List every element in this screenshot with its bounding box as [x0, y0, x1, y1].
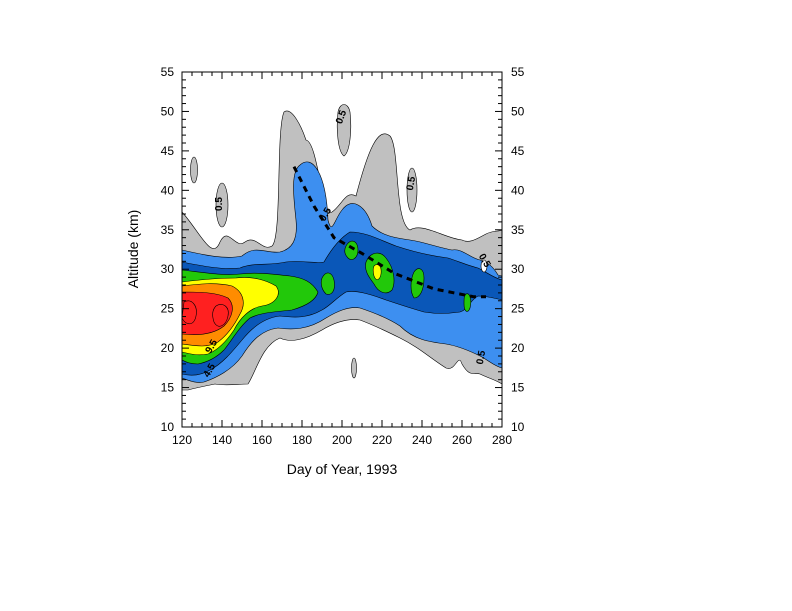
contour-blob-green-b	[344, 240, 359, 260]
y-tick-label: 40	[161, 183, 175, 197]
x-tick-label: 200	[332, 433, 352, 447]
contour-labels: 0.5 0.5 0.5 0.5 0.5 0.5 4.5 9.5	[202, 108, 493, 379]
y-tick-label-right: 25	[511, 302, 525, 316]
x-tick-label: 120	[172, 433, 192, 447]
contour-blob-red-b	[212, 304, 229, 327]
x-tick-label: 140	[212, 433, 232, 447]
y-tick-label-right: 10	[511, 420, 525, 434]
y-tick-label-right: 20	[511, 341, 525, 355]
y-tick-label-right: 45	[511, 144, 525, 158]
contour-speck-gray-b	[215, 182, 229, 228]
x-tick-label: 240	[412, 433, 432, 447]
x-tick-label: 180	[292, 433, 312, 447]
contour-blob-green-a	[320, 272, 335, 295]
y-tick-label: 15	[161, 381, 175, 395]
contour-blob-red-a	[182, 300, 197, 325]
contour-label: 0.5	[214, 197, 225, 211]
y-axis-label: Altitude (km)	[125, 210, 141, 289]
contour-label: 0.5	[405, 175, 418, 191]
x-tick-label: 280	[492, 433, 512, 447]
contour-speck-gray-a	[190, 156, 198, 184]
contour-blob-yellow	[372, 264, 382, 280]
x-tick-label: 160	[252, 433, 272, 447]
y-tick-label: 55	[161, 65, 175, 79]
y-tick-label: 45	[161, 144, 175, 158]
contour-level-dark-blue	[182, 231, 502, 376]
contour-fields	[182, 104, 502, 391]
x-axis-label: Day of Year, 1993	[287, 461, 398, 477]
contour-blob-green-e	[463, 293, 472, 312]
dashed-trend-line	[292, 166, 486, 299]
y-tick-label-right: 40	[511, 183, 525, 197]
y-tick-label-right: 15	[511, 381, 525, 395]
y-tick-label: 30	[161, 262, 175, 276]
contour-speck-gray-d	[406, 167, 418, 213]
contour-speck-gray-e	[351, 357, 357, 379]
y-tick-label-right: 35	[511, 223, 525, 237]
y-tick-label: 35	[161, 223, 175, 237]
y-tick-label: 50	[161, 104, 175, 118]
contour-label: 0.5	[475, 349, 488, 365]
y-tick-label-right: 55	[511, 65, 525, 79]
contour-speck-white	[480, 259, 488, 273]
contour-label: 0.5	[334, 108, 349, 125]
y-tick-label: 20	[161, 341, 175, 355]
y-tick-label: 10	[161, 420, 175, 434]
x-tick-label: 220	[372, 433, 392, 447]
y-tick-label: 25	[161, 302, 175, 316]
contour-speck-gray-c	[336, 104, 352, 157]
y-tick-label-right: 30	[511, 262, 525, 276]
y-tick-label-right: 50	[511, 104, 525, 118]
x-tick-label: 260	[452, 433, 472, 447]
